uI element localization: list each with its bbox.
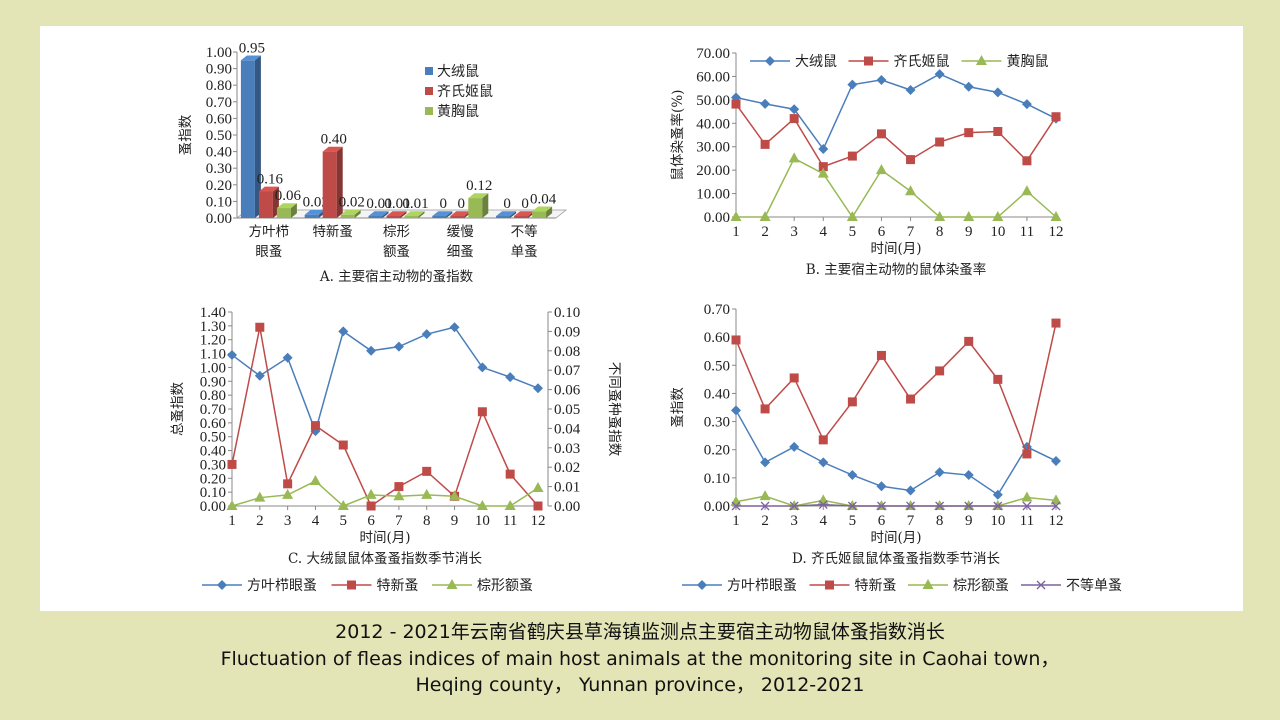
caption-en-line2: Heqing county， Yunnan province， 2012-202…: [415, 674, 865, 696]
caption-zh: 2012 - 2021年云南省鹤庆县草海镇监测点主要宿主动物鼠体蚤指数消长: [335, 621, 945, 643]
caption-en-line1: Fluctuation of fleas indices of main hos…: [220, 648, 1060, 670]
figure-panel: [40, 26, 1243, 611]
